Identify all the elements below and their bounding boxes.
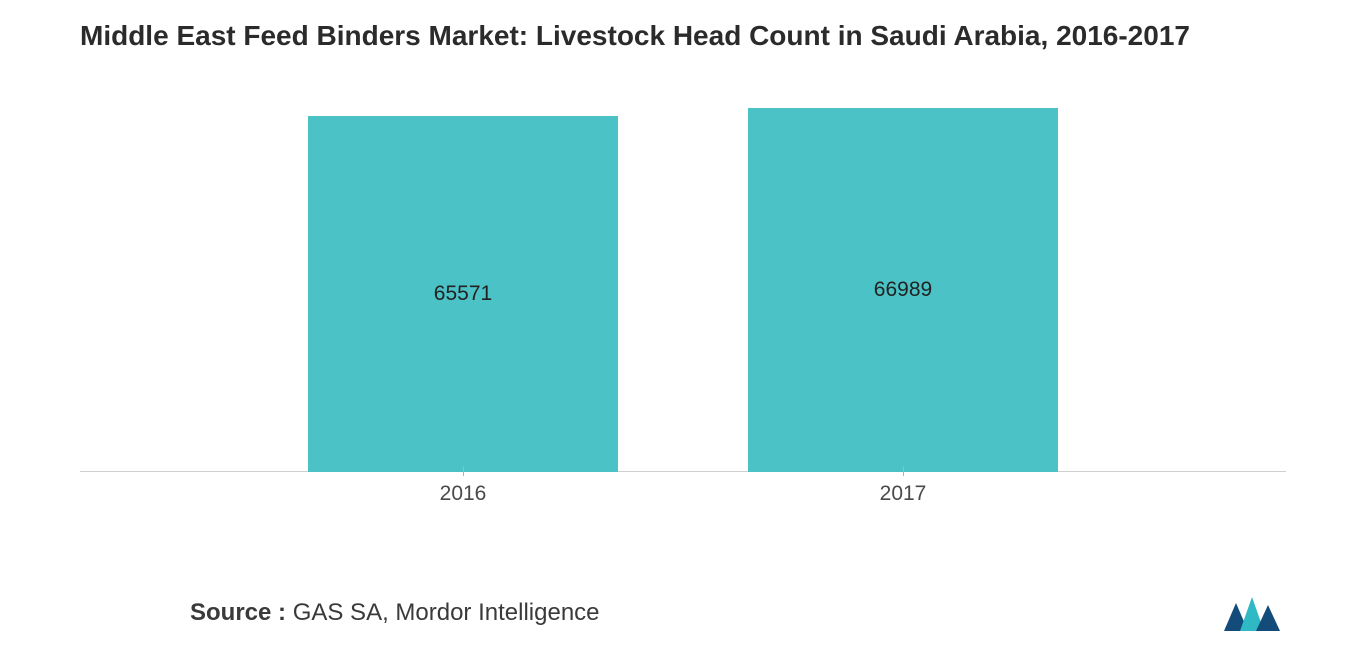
source-line: Source : GAS SA, Mordor Intelligence xyxy=(190,599,600,627)
bar-2017-value: 66989 xyxy=(874,278,932,302)
brand-logo-icon xyxy=(1222,591,1286,635)
bar-2016-wrap: 65571 xyxy=(308,116,618,472)
x-label-2017: 2017 xyxy=(748,472,1058,512)
bars-group: 65571 66989 xyxy=(80,92,1286,472)
source-label: Source : xyxy=(190,599,286,626)
footer: Source : GAS SA, Mordor Intelligence xyxy=(190,591,1286,635)
chart-title: Middle East Feed Binders Market: Livesto… xyxy=(80,20,1286,52)
plot-area: 65571 66989 2016 2017 xyxy=(80,92,1286,512)
x-axis-labels: 2016 2017 xyxy=(80,472,1286,512)
source-text: GAS SA, Mordor Intelligence xyxy=(293,599,600,626)
bar-2017-wrap: 66989 xyxy=(748,108,1058,472)
tick-2016 xyxy=(463,466,464,476)
chart-container: Middle East Feed Binders Market: Livesto… xyxy=(0,0,1366,655)
tick-2017 xyxy=(903,466,904,476)
bar-2017: 66989 xyxy=(748,108,1058,472)
x-label-2016: 2016 xyxy=(308,472,618,512)
x-label-2017-text: 2017 xyxy=(880,482,927,505)
x-label-2016-text: 2016 xyxy=(440,482,487,505)
bar-2016-value: 65571 xyxy=(434,282,492,306)
bar-2016: 65571 xyxy=(308,116,618,472)
